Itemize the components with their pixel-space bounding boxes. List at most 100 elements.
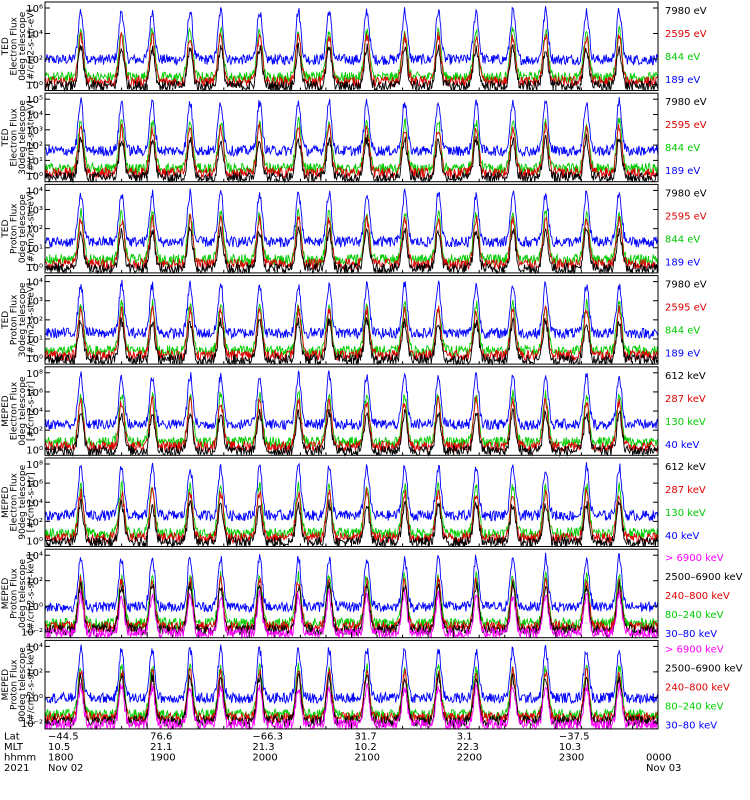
time-axis-tick-label: 3.1 [457,732,473,743]
panel-6-series-4-line [44,462,659,522]
panel-1-legend-entry: 844 eV [665,52,700,63]
panel-2-legend-entry: 189 eV [665,166,700,177]
panel-4-legend-entry: 7980 eV [665,280,707,291]
panel-3-ylabel-line: 0deg telescope [18,194,28,264]
panel-2-ylabel-line: Electron Flux [10,108,20,167]
panel-7-legend-entry: 240–800 keV [665,591,730,602]
panel-6-ylabel-line: Electron Flux [10,472,20,531]
panel-8-series-5-line [44,644,659,705]
time-axis-tick-label: 2200 [457,753,482,764]
panel-3-series-3-line [44,207,659,267]
panel-6-ytick-label: 10⁴ [26,498,43,509]
panel-3-legend-entry: 7980 eV [665,188,707,199]
time-axis-tick-label: 21.3 [252,742,274,753]
panel-8-legend-entry: 80–240 keV [665,701,724,712]
panel-3-ylabel-line: [#/cm2-s-str-eV] [27,191,37,266]
panel-2-ytick-label: 10⁴ [26,111,43,122]
panel-4-ylabel-line: 30deg telescope [18,282,28,357]
time-axis-tick-label: 2300 [559,753,584,764]
panel-5-ylabel-line: 0deg telescope [18,376,28,446]
panel-5-ylabel-line: Electron Flux [10,381,20,440]
panel-7-ytick-label: 10² [26,577,43,588]
panel-4-ytick-label: 10⁰ [26,354,43,365]
panel-7-legend-entry: 2500–6900 keV [665,572,743,583]
time-axis-tick-label: 31.7 [355,732,377,743]
panel-5-legend-entry: 287 keV [665,394,706,405]
panel-1-legend-entry: 189 eV [665,75,700,86]
time-axis-row-label: hhmm [4,753,36,764]
panel-6-ytick-label: 10⁸ [26,460,43,471]
panel-5-ytick-label: 10⁶ [26,388,43,399]
panel-5-series-3-line [44,389,659,449]
time-axis-tick-label: 10.3 [559,742,581,753]
panel-7-series-4-line [44,570,659,631]
panel-1-ytick-label: 10² [26,55,43,66]
panel-4-ylabel-line: [#/cm2-s-str-eV] [27,283,37,358]
panel-2-legend-entry: 7980 eV [665,97,707,108]
panel-7-legend-entry: 30–80 keV [665,629,717,640]
panel-4-ytick-label: 10⁴ [26,278,43,289]
panel-8-legend-entry: 2500–6900 keV [665,663,743,674]
time-axis-tick-label: −37.5 [559,732,590,743]
panel-2-ytick-label: 10⁰ [26,172,43,183]
panel-6-legend-entry: 287 keV [665,485,706,496]
panel-1-ylabel-line: 0deg telescope [18,11,28,81]
panel-1-legend-entry: 2595 eV [665,29,707,40]
panel-8-ytick-label: 10² [26,668,43,679]
time-axis-tick-label: 76.6 [150,732,172,743]
panel-2-ytick-label: 10² [26,141,43,152]
time-axis-row-label: Lat [4,732,20,743]
panel-1-series-3-line [44,25,659,84]
panel-4-legend-entry: 2595 eV [665,303,707,314]
panel-8-ylabel-line: MEPED [1,669,11,701]
time-axis-tick-label: 0000 [646,753,671,764]
panel-5-series-4-line [44,369,659,432]
panel-8-ylabel-line: [#/cm2-s-str-keV] [27,645,37,724]
panel-3-ylabel-line: TED [1,220,11,239]
panel-4-ylabel-line: Proton Flux [10,294,20,345]
time-axis-tick-label: Nov 02 [48,763,83,774]
panel-8-ytick-label: 10⁴ [26,642,43,653]
panel-2-ytick-label: 10¹ [26,156,43,167]
panel-7-traces [44,552,659,640]
panel-8-legend-entry: 240–800 keV [665,682,730,693]
panel-1-ytick-label: 10⁴ [26,30,43,41]
time-axis-tick-label: 2000 [252,753,277,764]
panel-4-ytick-label: 10³ [26,297,43,308]
panel-2-ytick-label: 10⁵ [26,95,43,106]
panel-8-legend-entry: > 6900 keV [665,644,724,655]
panel-5-legend-entry: 40 keV [665,440,699,451]
panel-1-ytick-label: 10⁶ [26,4,43,15]
panel-5-ytick-label: 10⁴ [26,407,43,418]
panel-7-ytick-label: 10⁰ [26,602,43,613]
panel-2-ylabel-line: 30deg telescope [18,100,28,175]
panel-4-ytick-label: 10¹ [26,335,43,346]
panel-7-legend-entry: > 6900 keV [665,553,724,564]
panel-6-ytick-label: 10² [26,517,43,528]
panel-1-ylabel-line: TED [1,37,11,56]
time-axis-row-label: MLT [4,742,24,753]
panel-4-series-4-line [44,279,659,341]
panel-8-ytick-label: 10⁻² [21,719,43,730]
panel-7-ylabel-line: 0deg telescope [18,558,28,628]
panel-5-ytick-label: 10⁰ [26,445,43,456]
time-axis-tick-label: 21.1 [150,742,172,753]
time-axis-labels: Lat −44.5 76.6 −66.3 31.7 3.1 −37.5 MLT 10.5 21.1… [4,732,681,775]
panel-7-ytick-label: 10⁴ [26,551,43,562]
time-axis-tick-label: 10.5 [48,742,70,753]
panel-1-ytick-label: 10⁰ [26,81,43,92]
panel-6-ytick-label: 10⁶ [26,479,43,490]
panel-6-ylabel-line: MEPED [1,486,11,518]
panel-2-series-4-line [44,96,659,158]
panel-5-traces [44,369,659,458]
panel-5-ytick-label: 10² [26,426,43,437]
panel-3-ytick-label: 10³ [26,206,43,217]
panel-4-ytick-label: 10² [26,316,43,327]
panel-1-ylabel-line: Electron Flux [10,16,20,75]
